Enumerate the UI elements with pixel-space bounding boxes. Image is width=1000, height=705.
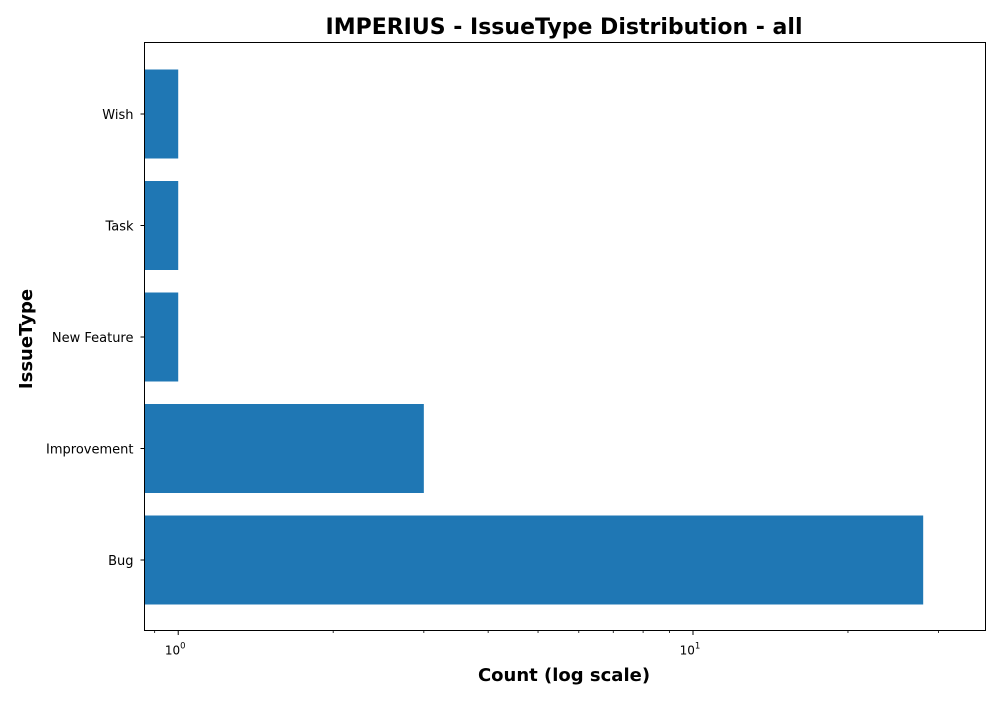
- x-tick-base: 10: [165, 644, 180, 658]
- y-tick-label: New Feature: [52, 331, 134, 346]
- x-tick-label: 101: [680, 642, 701, 658]
- plot-frame: [144, 42, 986, 631]
- bar-bug: [144, 515, 924, 605]
- y-axis-label: IssueType: [16, 289, 37, 389]
- bars-layer: [144, 69, 924, 605]
- x-tick-base: 10: [680, 644, 695, 658]
- x-tick-exponent: 1: [695, 642, 700, 652]
- x-axis-label: Count (log scale): [478, 665, 650, 686]
- y-tick-label: Wish: [102, 108, 133, 123]
- y-tick-label: Task: [104, 220, 134, 235]
- y-tick-label: Bug: [108, 554, 133, 569]
- bar-wish: [144, 69, 179, 159]
- bar-new-feature: [144, 292, 179, 382]
- bar-improvement: [144, 404, 424, 493]
- y-ticks: Bug Improvement New Feature Task Wish: [46, 108, 145, 569]
- bar-task: [144, 181, 179, 270]
- y-tick-label: Improvement: [46, 443, 133, 458]
- x-ticks: 100 101: [154, 630, 940, 658]
- chart-title: IMPERIUS - IssueType Distribution - all: [326, 15, 803, 40]
- x-tick-label: 100: [165, 642, 186, 658]
- x-tick-exponent: 0: [180, 642, 185, 652]
